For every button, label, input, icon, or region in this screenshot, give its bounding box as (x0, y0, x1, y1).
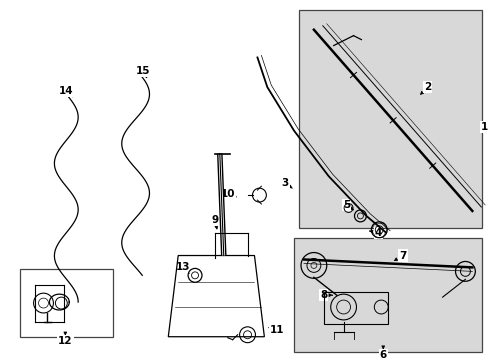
Text: 15: 15 (136, 66, 150, 76)
Text: 14: 14 (59, 86, 74, 96)
Text: 10: 10 (220, 189, 235, 199)
Text: 11: 11 (269, 325, 284, 335)
Bar (299, 10, 481, 228)
Text: 3: 3 (281, 178, 288, 188)
Bar (293, 238, 481, 352)
Text: 4: 4 (374, 228, 381, 238)
Text: 8: 8 (320, 290, 327, 300)
Text: 12: 12 (58, 336, 72, 346)
Text: 2: 2 (423, 82, 430, 92)
Text: 13: 13 (176, 262, 190, 273)
Text: 7: 7 (399, 251, 406, 261)
Text: 1: 1 (480, 122, 487, 132)
Bar (323, 292, 387, 324)
Bar (20, 269, 113, 337)
Text: 6: 6 (379, 350, 386, 360)
Text: 5: 5 (342, 200, 349, 210)
Text: 9: 9 (211, 215, 218, 225)
